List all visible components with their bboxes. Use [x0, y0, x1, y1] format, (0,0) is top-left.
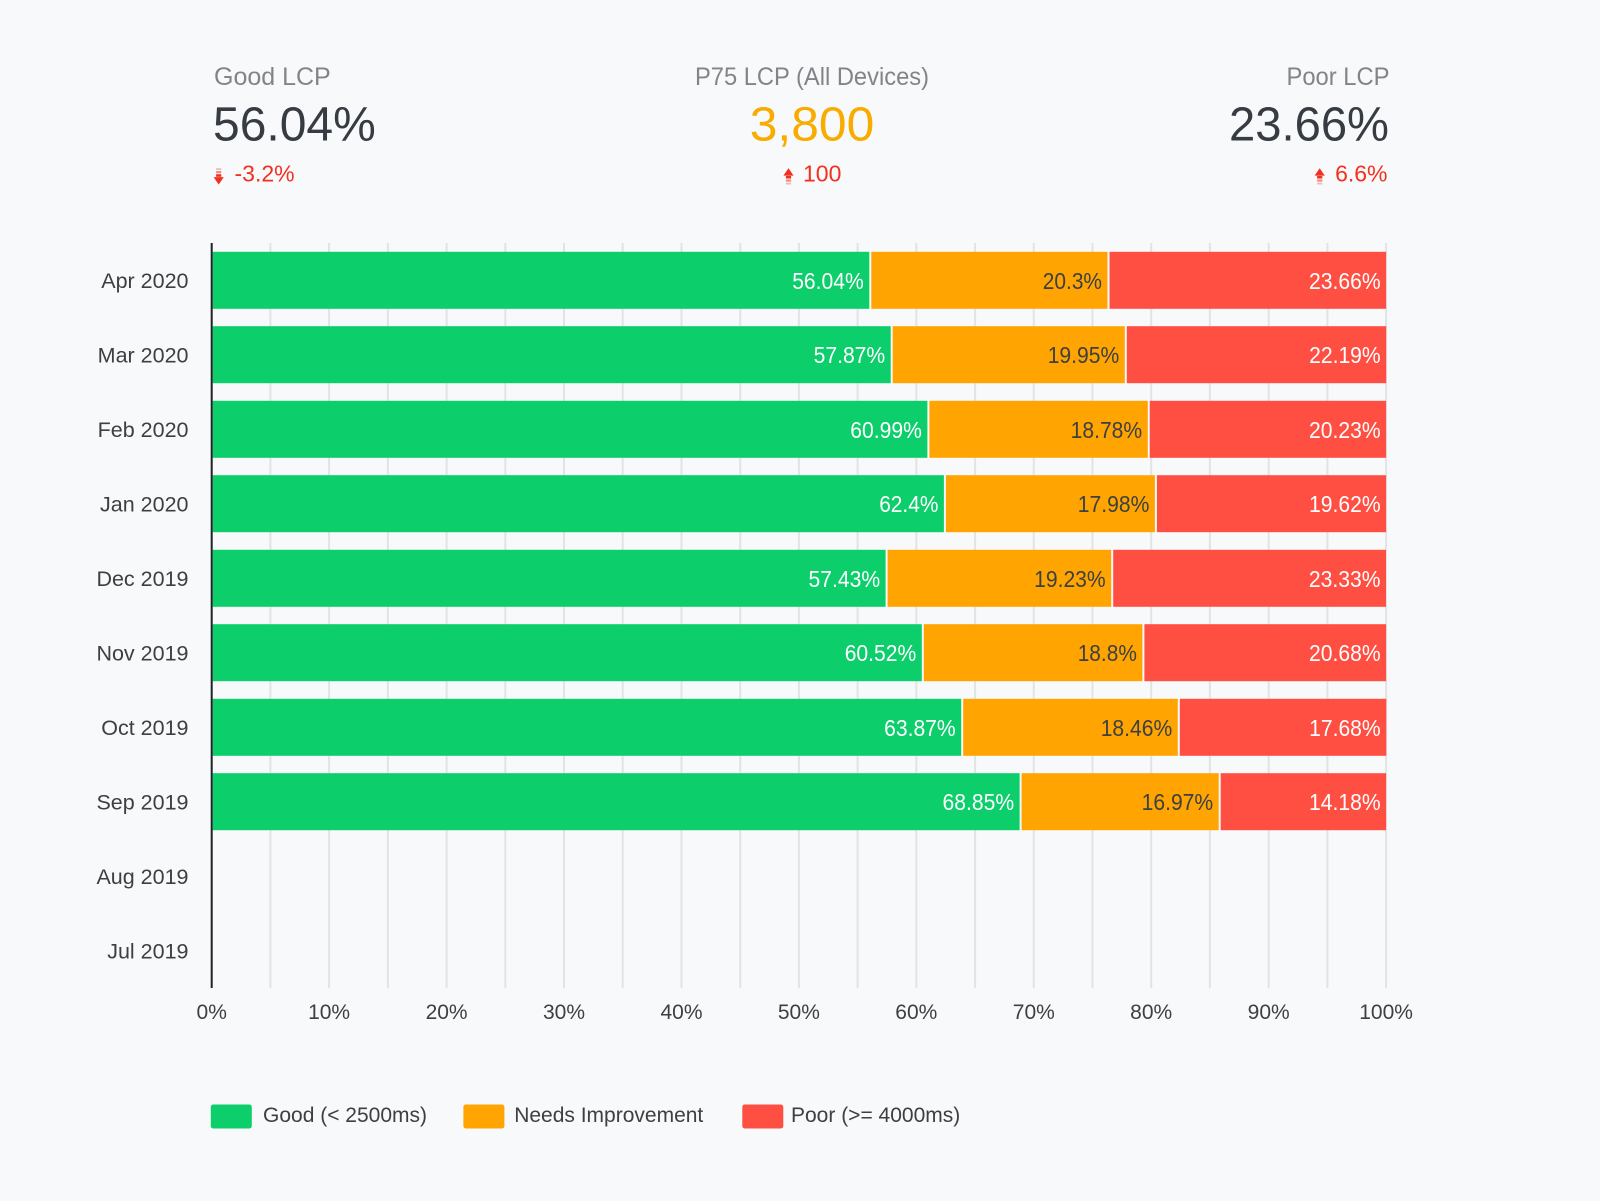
- svg-text:Needs Improvement: Needs Improvement: [514, 1104, 703, 1127]
- svg-text:Dec 2019: Dec 2019: [96, 567, 188, 591]
- svg-text:Jan 2020: Jan 2020: [100, 492, 189, 516]
- svg-text:23.66%: 23.66%: [1229, 99, 1389, 152]
- svg-text:60.52%: 60.52%: [845, 640, 917, 666]
- svg-text:30%: 30%: [543, 1001, 585, 1024]
- svg-text:60.99%: 60.99%: [850, 417, 922, 443]
- svg-text:20.68%: 20.68%: [1309, 640, 1381, 666]
- svg-text:Oct 2019: Oct 2019: [101, 716, 188, 740]
- svg-text:56.04%: 56.04%: [792, 268, 864, 294]
- svg-text:Nov 2019: Nov 2019: [96, 641, 188, 665]
- svg-text:18.78%: 18.78%: [1071, 417, 1143, 443]
- svg-text:Mar 2020: Mar 2020: [98, 343, 189, 367]
- svg-text:20.23%: 20.23%: [1309, 417, 1381, 443]
- svg-text:16.97%: 16.97%: [1142, 789, 1214, 815]
- svg-text:Poor LCP: Poor LCP: [1287, 63, 1390, 91]
- svg-text:56.04%: 56.04%: [213, 99, 376, 152]
- svg-text:50%: 50%: [778, 1001, 820, 1024]
- svg-text:18.8%: 18.8%: [1078, 640, 1137, 666]
- svg-text:19.95%: 19.95%: [1048, 342, 1120, 368]
- svg-text:Sep 2019: Sep 2019: [96, 790, 188, 814]
- svg-text:19.62%: 19.62%: [1309, 491, 1381, 517]
- svg-text:18.46%: 18.46%: [1101, 715, 1173, 741]
- svg-text:100%: 100%: [1359, 1001, 1413, 1024]
- svg-text:80%: 80%: [1130, 1001, 1172, 1024]
- svg-text:40%: 40%: [660, 1001, 702, 1024]
- svg-text:62.4%: 62.4%: [879, 491, 938, 517]
- svg-text:14.18%: 14.18%: [1309, 789, 1381, 815]
- svg-text:Poor (>= 4000ms): Poor (>= 4000ms): [791, 1104, 960, 1127]
- svg-text:Feb 2020: Feb 2020: [98, 418, 189, 442]
- svg-text:Apr 2020: Apr 2020: [101, 269, 188, 293]
- svg-text:57.87%: 57.87%: [814, 342, 886, 368]
- svg-text:100: 100: [803, 161, 841, 187]
- svg-text:20%: 20%: [426, 1001, 468, 1024]
- svg-text:0%: 0%: [197, 1001, 227, 1024]
- svg-text:90%: 90%: [1248, 1001, 1290, 1024]
- svg-text:68.85%: 68.85%: [943, 789, 1015, 815]
- svg-text:23.66%: 23.66%: [1309, 268, 1381, 294]
- svg-text:17.68%: 17.68%: [1309, 715, 1381, 741]
- svg-text:Good LCP: Good LCP: [214, 63, 331, 91]
- svg-text:3,800: 3,800: [750, 99, 875, 152]
- svg-text:57.43%: 57.43%: [809, 566, 881, 592]
- svg-text:19.23%: 19.23%: [1034, 566, 1106, 592]
- svg-text:10%: 10%: [308, 1001, 350, 1024]
- svg-text:Good (< 2500ms): Good (< 2500ms): [263, 1104, 427, 1127]
- svg-text:23.33%: 23.33%: [1309, 566, 1381, 592]
- svg-text:Aug 2019: Aug 2019: [96, 865, 188, 889]
- svg-text:P75 LCP (All Devices): P75 LCP (All Devices): [695, 63, 929, 91]
- svg-text:17.98%: 17.98%: [1078, 491, 1150, 517]
- svg-text:20.3%: 20.3%: [1043, 268, 1102, 294]
- svg-text:60%: 60%: [895, 1001, 937, 1024]
- svg-text:-3.2%: -3.2%: [235, 161, 295, 187]
- svg-text:63.87%: 63.87%: [884, 715, 956, 741]
- svg-text:Jul 2019: Jul 2019: [107, 939, 188, 963]
- svg-text:70%: 70%: [1013, 1001, 1055, 1024]
- svg-text:6.6%: 6.6%: [1335, 161, 1387, 187]
- svg-text:22.19%: 22.19%: [1309, 342, 1381, 368]
